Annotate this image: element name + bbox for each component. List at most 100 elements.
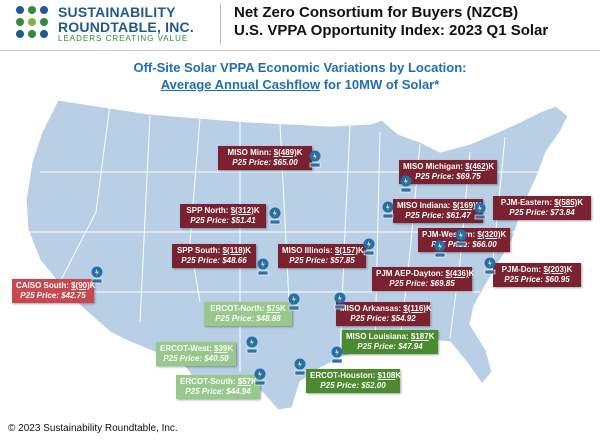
location-p25-price: P25 Price: $52.00 <box>320 381 386 390</box>
solar-site-pin-icon <box>269 207 281 225</box>
location-name: PJM AEP-Dayton: <box>376 269 446 278</box>
location-callout: MISO Illinois: $(157)K P25 Price: $57.85 <box>278 244 366 268</box>
location-callout: ERCOT-North: $75K P25 Price: $48.88 <box>204 302 292 326</box>
location-cashflow-unit: K <box>428 332 435 341</box>
logo-text-line2: ROUNDTABLE, INC. <box>58 19 194 35</box>
location-cashflow-unit: K <box>577 198 584 207</box>
solar-site-pin-icon <box>91 266 103 284</box>
location-p25-price: P25 Price: $40.50 <box>163 354 229 363</box>
solar-site-pin-icon <box>434 240 446 258</box>
location-cashflow: $(462) <box>465 162 489 171</box>
location-callout: MISO Louisiana: $187K P25 Price: $47.94 <box>342 330 438 354</box>
location-name: MISO Louisiana: <box>346 332 411 341</box>
location-cashflow-unit: K <box>425 304 432 313</box>
location-cashflow-unit: K <box>566 265 573 274</box>
location-p25-price: P25 Price: $57.85 <box>289 256 355 265</box>
location-p25-price: P25 Price: $60.95 <box>504 275 570 284</box>
location-name: MISO Illinois: <box>282 246 335 255</box>
location-name-line: ERCOT-South: $57K <box>180 377 257 387</box>
location-p25-price: P25 Price: $48.88 <box>215 314 281 323</box>
location-callout: PJM-Dom: $(203)K P25 Price: $60.95 <box>493 263 581 287</box>
location-p25-price: P25 Price: $54.92 <box>350 314 416 323</box>
solar-site-pin-icon <box>257 258 269 276</box>
location-cashflow-unit: K <box>500 230 507 239</box>
location-cashflow: $57 <box>237 377 252 386</box>
location-cashflow: $108 <box>377 371 396 380</box>
location-callout: MISO Minn: $(489)K P25 Price: $65.00 <box>218 146 312 170</box>
location-callout: ERCOT-West: $39K P25 Price: $40.50 <box>156 342 236 366</box>
location-callout: CAISO South: $(90)K P25 Price: $42.75 <box>12 279 96 303</box>
location-name-line: PJM-Western: $(320)K <box>422 230 506 240</box>
location-callout: SPP South: $(118)K P25 Price: $48.66 <box>172 244 256 268</box>
location-name-line: ERCOT-Houston: $108K <box>310 371 401 381</box>
location-name-line: MISO Illinois: $(157)K <box>282 246 364 256</box>
location-name: ERCOT-West: <box>160 344 215 353</box>
location-name: PJM-Eastern: <box>500 198 555 207</box>
solar-site-pin-icon <box>382 201 394 219</box>
location-cashflow-unit: K <box>245 246 252 255</box>
location-name-line: PJM-Eastern: $(585)K <box>497 198 587 208</box>
location-cashflow: $(489) <box>273 148 297 157</box>
copyright-footer: © 2023 Sustainability Roundtable, Inc. <box>8 423 178 434</box>
location-callout: MISO Michigan: $(462)K P25 Price: $69.75 <box>399 160 497 184</box>
location-name-line: SPP South: $(118)K <box>176 246 252 256</box>
location-name: MISO Michigan: <box>403 162 466 171</box>
location-name: MISO Minn: <box>227 148 274 157</box>
location-cashflow: $(320) <box>477 230 501 239</box>
location-p25-price: P25 Price: $44.94 <box>185 387 251 396</box>
logo-tagline: LEADERS CREATING VALUE <box>58 34 189 43</box>
header-title: Net Zero Consortium for Buyers (NZCB) <box>234 4 519 21</box>
location-name: MISO Indiana: <box>397 201 453 210</box>
map-subtitle-rest: for 10MW of Solar* <box>320 77 440 92</box>
location-name: ERCOT-North: <box>210 304 267 313</box>
location-name-line: MISO Louisiana: $187K <box>346 332 434 342</box>
location-cashflow: $(90) <box>71 281 90 290</box>
location-name-line: PJM AEP-Dayton: $(436)K <box>376 269 474 279</box>
solar-site-pin-icon <box>484 257 496 275</box>
location-callout: SPP North: $(312)K P25 Price: $51.41 <box>180 204 266 228</box>
location-name: MISO Arkansas: <box>340 304 404 313</box>
location-cashflow-unit: K <box>253 206 260 215</box>
location-name: PJM-Dom: <box>501 265 544 274</box>
location-cashflow-unit: K <box>251 377 257 386</box>
solar-site-pin-icon <box>363 238 375 256</box>
location-name-line: CAISO South: $(90)K <box>16 281 96 291</box>
solar-site-pin-icon <box>254 368 266 386</box>
location-name-line: ERCOT-West: $39K <box>160 344 234 354</box>
solar-site-pin-icon <box>309 150 321 168</box>
location-cashflow-unit: K <box>468 269 475 278</box>
location-callout: ERCOT-Houston: $108K P25 Price: $52.00 <box>306 369 401 393</box>
logo-text-line1: SUSTAINABILITY <box>58 4 176 20</box>
location-p25-price: P25 Price: $65.00 <box>232 158 298 167</box>
location-name: SPP South: <box>176 246 223 255</box>
solar-site-pin-icon <box>400 175 412 193</box>
location-p25-price: P25 Price: $69.85 <box>389 279 455 288</box>
map-subtitle: Average Annual Cashflow for 10MW of Sola… <box>0 77 600 92</box>
solar-site-pin-icon <box>288 293 300 311</box>
solar-site-pin-icon <box>331 346 343 364</box>
location-cashflow: $(169) <box>452 201 476 210</box>
location-cashflow: $(157) <box>334 246 359 255</box>
location-cashflow-unit: K <box>488 162 495 171</box>
location-p25-price: P25 Price: $61.47 <box>405 211 471 220</box>
location-cashflow-unit: K <box>89 281 96 290</box>
location-name-line: ERCOT-North: $75K <box>208 304 288 314</box>
location-p25-price: P25 Price: $48.66 <box>181 256 247 265</box>
location-p25-price: P25 Price: $47.94 <box>357 342 423 351</box>
solar-site-pin-icon <box>455 229 467 247</box>
map-subtitle-metric: Average Annual Cashflow <box>160 77 321 92</box>
location-callout: PJM AEP-Dayton: $(436)K P25 Price: $69.85 <box>372 267 474 291</box>
solar-site-pin-icon <box>294 358 306 376</box>
location-cashflow: $(312) <box>230 206 254 215</box>
location-p25-price: P25 Price: $42.75 <box>20 291 86 300</box>
location-name-line: MISO Michigan: $(462)K <box>403 162 495 172</box>
location-cashflow-unit: K <box>227 344 234 353</box>
location-cashflow: $(118) <box>222 246 246 255</box>
map-title: Off-Site Solar VPPA Economic Variations … <box>133 60 467 75</box>
location-name-line: MISO Indiana: $(169)K <box>397 201 481 211</box>
solar-site-pin-icon <box>474 202 486 220</box>
header-subtitle: U.S. VPPA Opportunity Index: 2023 Q1 Sol… <box>234 22 549 39</box>
location-name-line: SPP North: $(312)K <box>184 206 262 216</box>
